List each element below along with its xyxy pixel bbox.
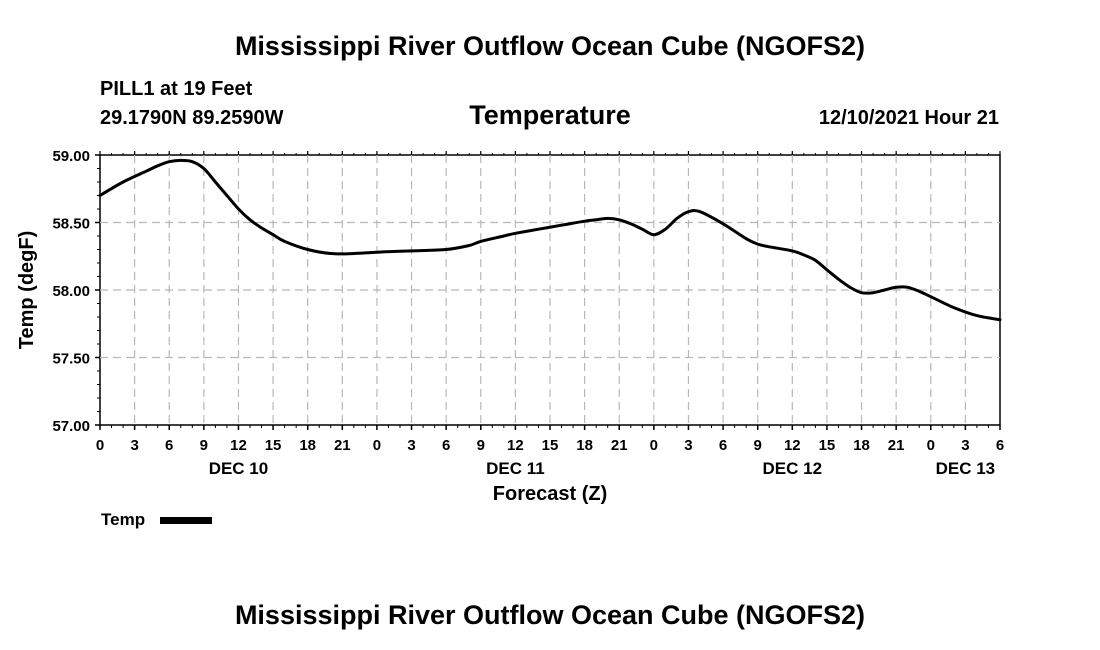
x-tick-label: 6 [442, 437, 450, 454]
footer-title: Mississippi River Outflow Ocean Cube (NG… [235, 600, 865, 630]
x-tick-label: 6 [996, 437, 1004, 454]
x-tick-label: 9 [200, 437, 208, 454]
x-tick-label: 15 [819, 437, 836, 454]
station-name: PILL1 at 19 Feet [100, 78, 253, 100]
grid-lines [100, 155, 1000, 425]
x-tick-label: 15 [542, 437, 559, 454]
date-label: DEC 11 [486, 459, 545, 478]
x-tick-label: 18 [853, 437, 870, 454]
x-tick-label: 3 [961, 437, 969, 454]
timestamp: 12/10/2021 Hour 21 [819, 107, 999, 129]
y-tick-label: 57.00 [52, 418, 90, 435]
x-tick-label: 0 [927, 437, 935, 454]
x-tick-label: 6 [719, 437, 727, 454]
series-line-temp [98, 158, 1002, 322]
x-tick-label: 12 [230, 437, 247, 454]
y-tick-label: 58.00 [52, 283, 90, 300]
date-label: DEC 13 [936, 459, 996, 478]
x-tick-label: 21 [888, 437, 905, 454]
legend-label: Temp [101, 510, 145, 529]
x-tick-label: 3 [130, 437, 138, 454]
x-tick-label: 12 [507, 437, 524, 454]
page-title: Mississippi River Outflow Ocean Cube (NG… [235, 31, 865, 61]
x-tick-label: 6 [165, 437, 173, 454]
legend: Temp [101, 510, 212, 529]
x-tick-label: 9 [754, 437, 762, 454]
x-tick-label: 0 [373, 437, 381, 454]
y-tick-label: 58.50 [52, 216, 90, 233]
date-label: DEC 12 [763, 459, 823, 478]
x-axis: 0 3 6 9 12 15 18 21 0 3 6 9 12 15 18 21 0 3 6 9 12 15 18 21 0 3 6 [96, 151, 1004, 454]
x-tick-label: 18 [299, 437, 316, 454]
date-label: DEC 10 [209, 459, 269, 478]
legend-swatch [160, 517, 212, 524]
x-tick-label: 12 [784, 437, 801, 454]
y-axis-label: Temp (degF) [16, 231, 38, 350]
y-tick-label: 57.50 [52, 351, 90, 368]
x-tick-label: 21 [334, 437, 351, 454]
y-axis: 57.00 57.50 58.00 58.50 59.00 [52, 148, 100, 435]
date-labels: DEC 10 DEC 11 DEC 12 DEC 13 [209, 459, 995, 478]
x-tick-label: 21 [611, 437, 628, 454]
x-tick-label: 18 [576, 437, 593, 454]
station-coords: 29.1790N 89.2590W [100, 107, 284, 129]
chart-title: Temperature [469, 100, 631, 130]
x-tick-label: 3 [684, 437, 692, 454]
x-tick-label: 9 [477, 437, 485, 454]
x-tick-label: 0 [650, 437, 658, 454]
x-tick-label: 15 [265, 437, 282, 454]
x-axis-label: Forecast (Z) [493, 483, 607, 505]
x-tick-label: 0 [96, 437, 104, 454]
x-tick-label: 3 [407, 437, 415, 454]
y-tick-label: 59.00 [52, 148, 90, 165]
